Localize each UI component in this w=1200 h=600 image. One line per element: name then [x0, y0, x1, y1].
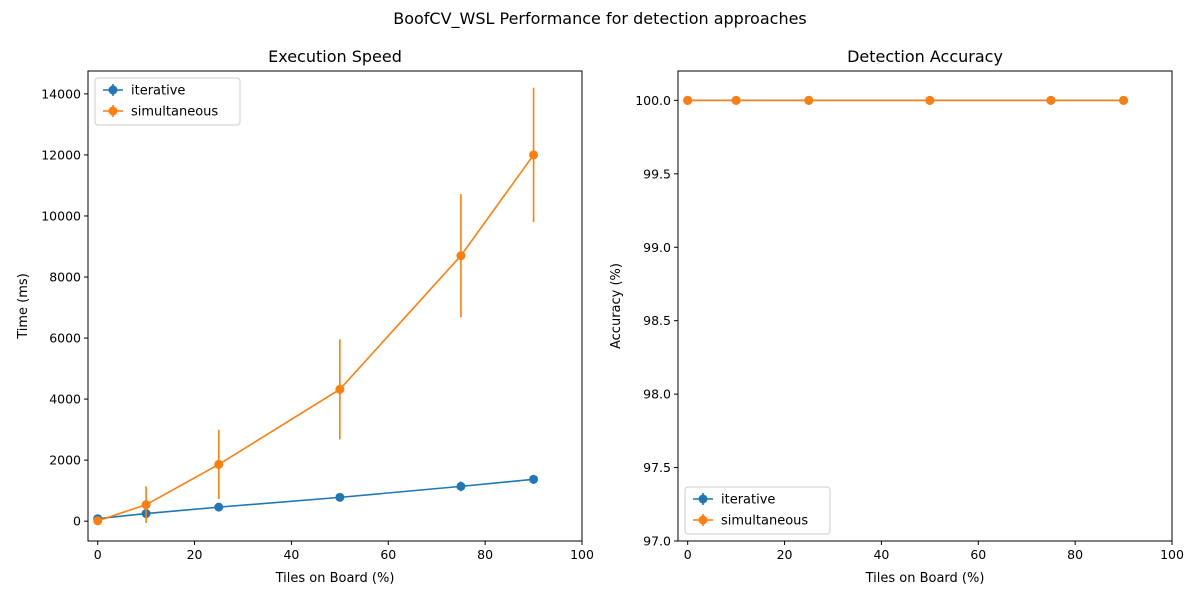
y-axis-label: Accuracy (%) [609, 263, 624, 349]
y-tick-label: 97.0 [643, 534, 671, 549]
x-tick-label: 60 [380, 547, 396, 562]
x-tick-label: 0 [684, 547, 692, 562]
data-point-simultaneous [214, 459, 224, 469]
chart-title: Detection Accuracy [847, 47, 1003, 66]
x-tick-label: 0 [94, 547, 102, 562]
legend-label-simultaneous: simultaneous [721, 514, 808, 529]
x-axis-label: Tiles on Board (%) [865, 571, 985, 586]
data-point-iterative [214, 502, 224, 512]
y-tick-label: 4000 [49, 392, 81, 407]
legend-label-iterative: iterative [131, 84, 185, 99]
y-tick-label: 8000 [49, 270, 81, 285]
data-point-iterative [529, 474, 539, 484]
x-tick-label: 60 [970, 547, 986, 562]
y-axis-label: Time (ms) [16, 273, 31, 340]
data-point-iterative [335, 492, 345, 502]
y-tick-label: 6000 [49, 331, 81, 346]
legend-box [94, 77, 241, 126]
y-tick-label: 100.0 [635, 93, 671, 108]
y-tick-label: 12000 [41, 147, 81, 162]
y-tick-label: 14000 [41, 86, 81, 101]
data-point-simultaneous [731, 95, 741, 105]
axes-frame [677, 70, 1173, 542]
legend-marker-simultaneous [698, 515, 708, 525]
legend-marker-iterative [698, 494, 708, 504]
series-line-iterative [97, 478, 534, 520]
legend-marker-simultaneous [108, 106, 118, 116]
x-tick-label: 100 [570, 547, 594, 562]
legend-label-iterative: iterative [721, 493, 775, 508]
x-tick-label: 40 [873, 547, 889, 562]
data-point-simultaneous [529, 150, 539, 160]
x-tick-label: 80 [477, 547, 493, 562]
y-tick-label: 98.0 [643, 387, 671, 402]
x-tick-label: 100 [1160, 547, 1184, 562]
y-tick-label: 98.5 [643, 313, 671, 328]
data-point-simultaneous [804, 95, 814, 105]
data-point-simultaneous [683, 95, 693, 105]
y-tick-label: 0 [73, 514, 81, 529]
data-point-simultaneous [1119, 95, 1129, 105]
y-tick-label: 10000 [41, 208, 81, 223]
x-tick-label: 80 [1067, 547, 1083, 562]
y-tick-label: 2000 [49, 453, 81, 468]
data-point-simultaneous [925, 95, 935, 105]
y-tick-label: 99.0 [643, 240, 671, 255]
x-axis-label: Tiles on Board (%) [275, 571, 395, 586]
x-tick-label: 20 [777, 547, 793, 562]
legend-label-simultaneous: simultaneous [131, 105, 218, 120]
chart-title: Execution Speed [268, 47, 402, 66]
axes-frame [87, 70, 583, 542]
data-point-simultaneous [1046, 95, 1056, 105]
data-point-iterative [456, 481, 466, 491]
data-point-simultaneous [93, 516, 103, 526]
y-tick-label: 99.5 [643, 166, 671, 181]
data-point-simultaneous [141, 500, 151, 510]
x-tick-label: 20 [187, 547, 203, 562]
x-tick-label: 40 [283, 547, 299, 562]
legend-marker-iterative [108, 85, 118, 95]
series-line-simultaneous [97, 154, 535, 522]
legend-box [684, 486, 831, 535]
data-point-simultaneous [456, 251, 466, 261]
data-point-simultaneous [335, 384, 345, 394]
figure-title: BoofCV_WSL Performance for detection app… [393, 9, 807, 28]
y-tick-label: 97.5 [643, 460, 671, 475]
